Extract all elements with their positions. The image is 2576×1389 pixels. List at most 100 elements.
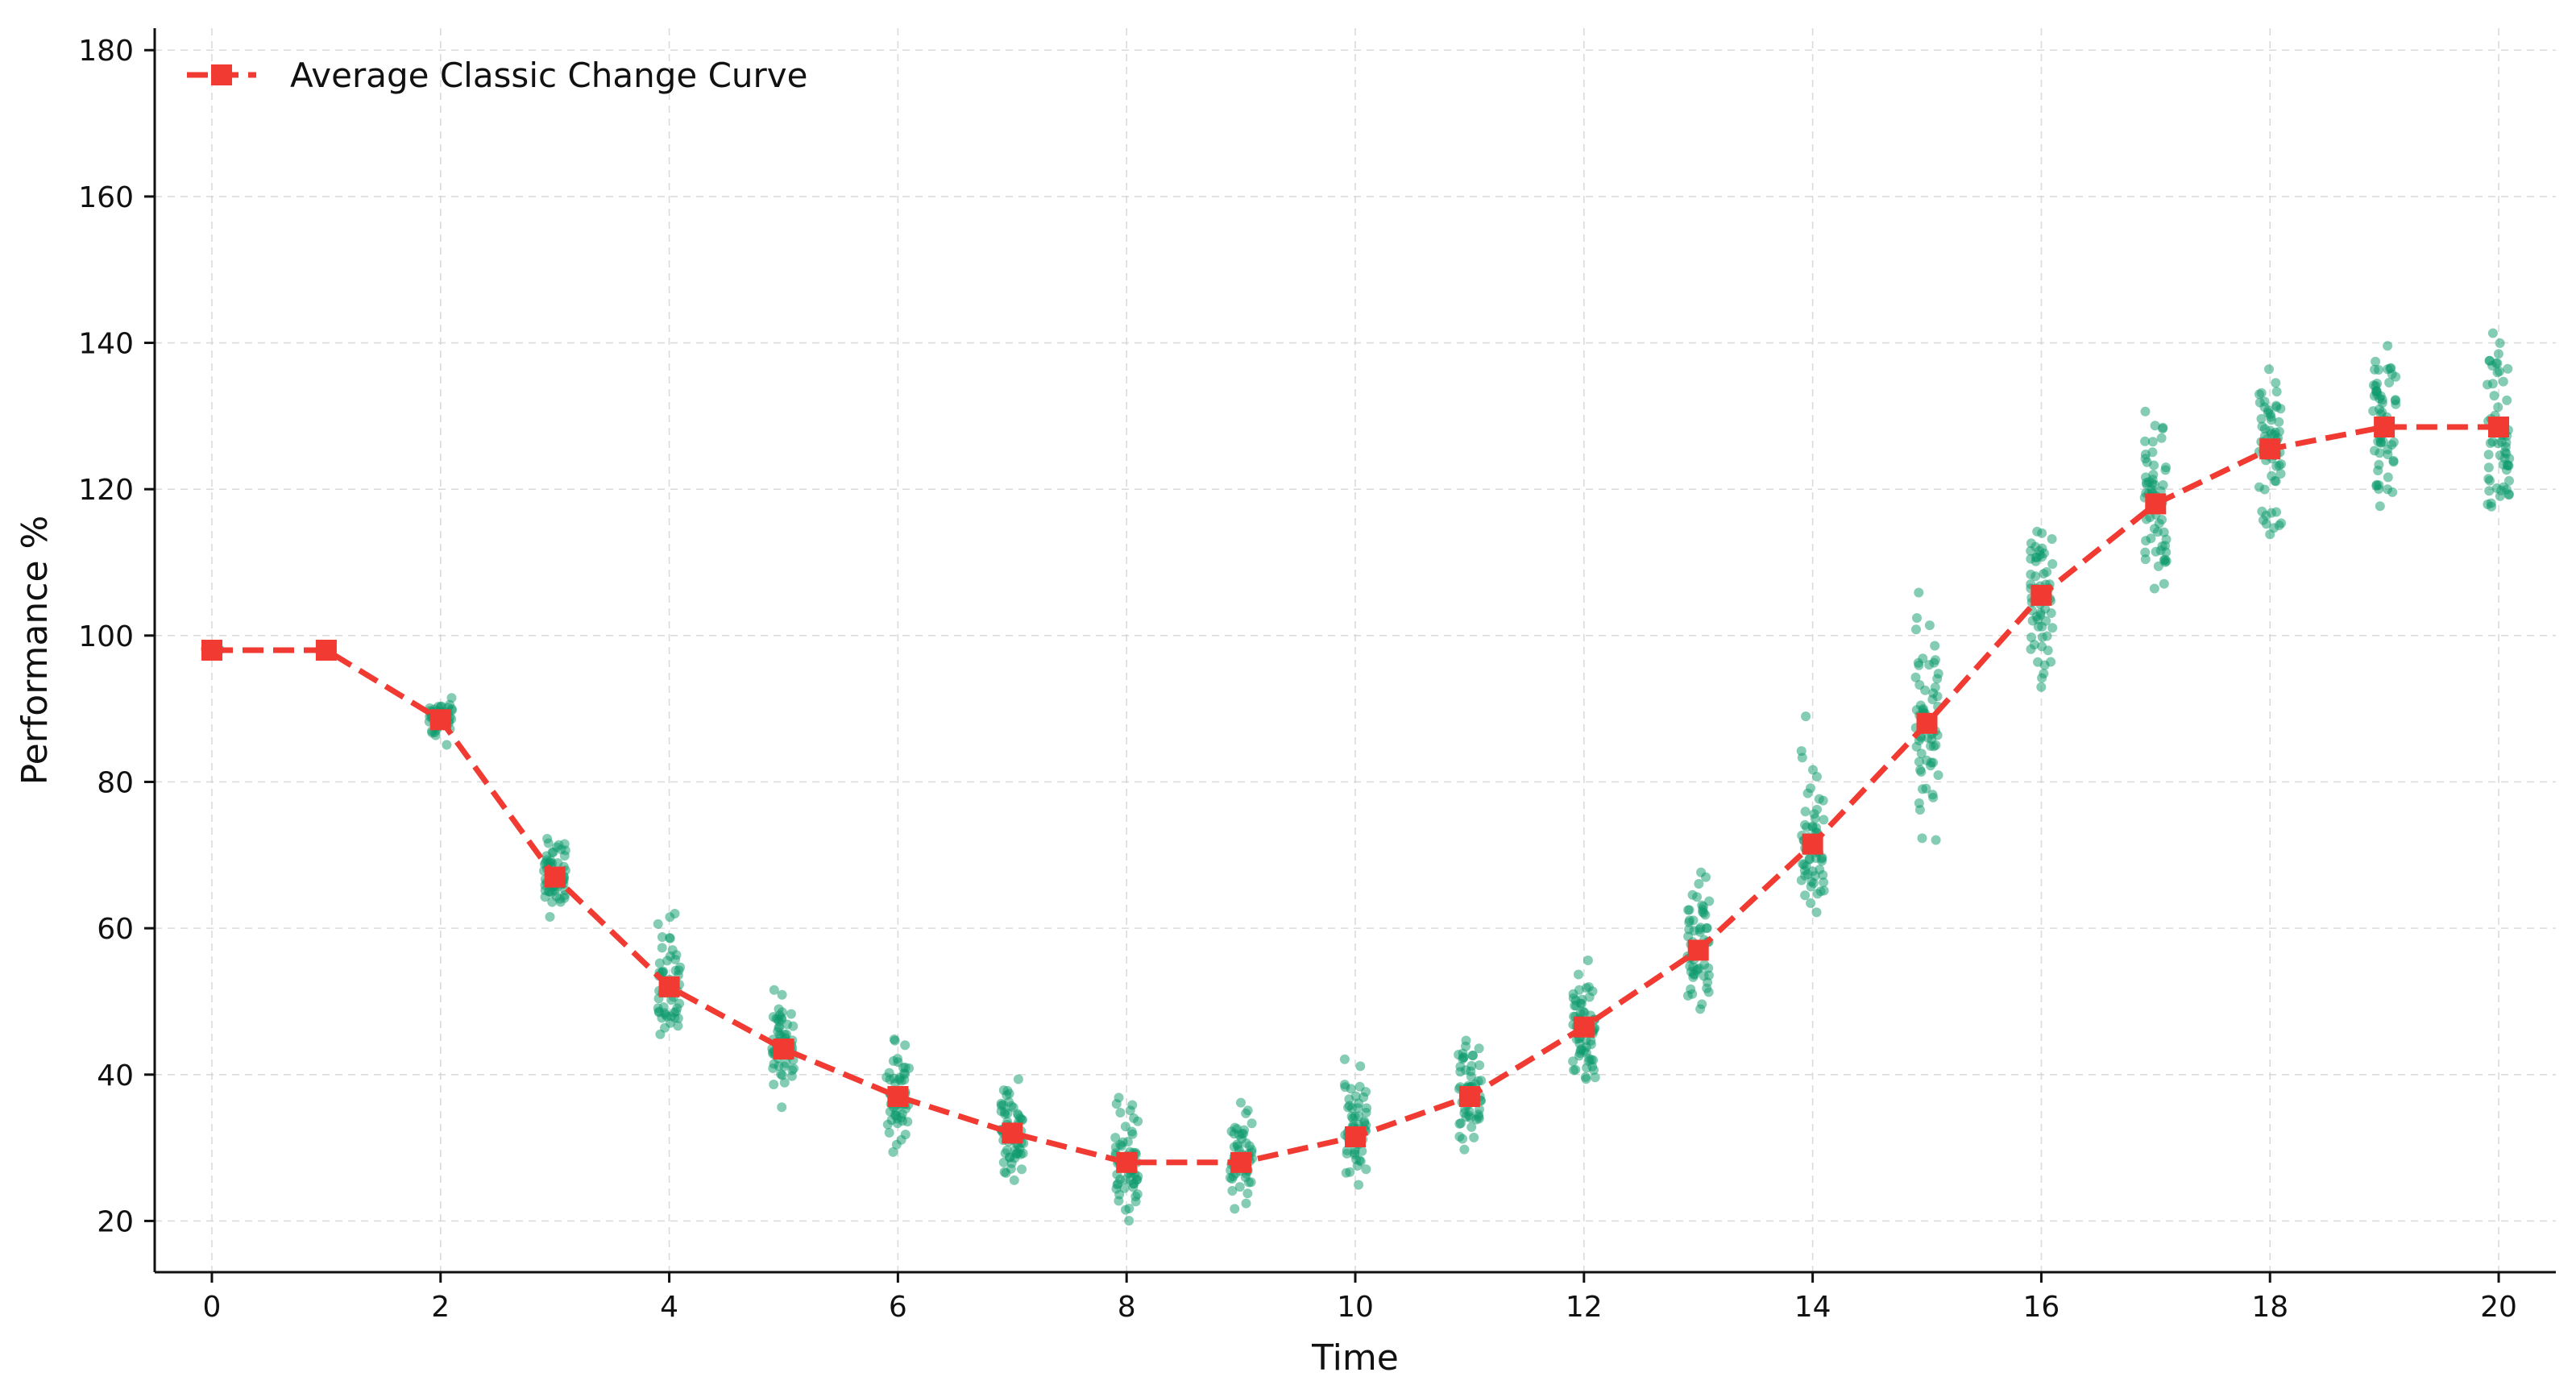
scatter-point [2391,371,2401,382]
average-curve-marker [1002,1122,1023,1144]
scatter-point [2147,447,2158,458]
scatter-point [888,1146,898,1157]
scatter-point [2370,364,2380,375]
scatter-point [2375,448,2385,458]
average-curve-marker [887,1086,909,1107]
scatter-point [890,1078,900,1088]
scatter-point [1800,806,1811,817]
scatter-point [1694,879,1704,889]
scatter-point [2147,437,2158,447]
scatter-point [1584,1056,1595,1067]
scatter-point [782,1029,791,1039]
scatter-point [2140,406,2151,417]
scatter-point [1461,1041,1471,1051]
average-curve-marker [1458,1086,1480,1107]
scatter-point [1697,900,1707,910]
scatter-point [2385,363,2396,374]
scatter-point [996,1098,1006,1109]
scatter-point [1799,865,1810,876]
x-tick-label: 4 [660,1291,678,1324]
scatter-point [779,1077,790,1088]
average-curve-marker [1573,1016,1595,1038]
scatter-point [2158,480,2168,490]
scatter-point [2036,682,2047,692]
average-curve-marker [2259,438,2281,460]
scatter-point [2258,515,2268,525]
scatter-point [2384,377,2395,388]
scatter-point [1922,755,1932,765]
scatter-point [777,1102,787,1113]
legend: Average Classic Change Curve [187,56,808,95]
scatter-point [1808,765,1818,775]
scatter-point [892,1054,902,1064]
scatter-point [1354,1180,1364,1190]
scatter-point [2026,538,2036,549]
scatter-point [1819,877,1829,888]
scatter-point [2259,424,2270,434]
scatter-point [1461,1112,1471,1122]
scatter-point [2267,471,2277,481]
scatter-point [1346,1111,1357,1122]
scatter-point [1004,1152,1014,1163]
scatter-point [1115,1174,1126,1184]
scatter-point [542,834,553,844]
scatter-point [1001,1167,1011,1178]
scatter-point [436,701,446,711]
x-tick-label: 14 [1794,1291,1831,1324]
scatter-point [2375,501,2385,512]
scatter-point [2485,438,2495,448]
scatter-point [653,918,663,929]
scatter-point [1581,983,1591,993]
scatter-point [1000,1109,1010,1119]
scatter-point [2158,422,2168,433]
scatter-point [673,1013,683,1023]
scatter-point [2489,391,2499,401]
scatter-point [2039,660,2050,670]
scatter-point [1697,999,1707,1010]
scatter-point [1800,890,1811,901]
scatter-point [1796,746,1807,757]
scatter-point [2383,450,2393,460]
scatter-point [1695,927,1705,937]
scatter-point [777,1014,787,1025]
scatter-point [2029,640,2039,650]
scatter-point [2037,621,2047,632]
scatter-point [1241,1198,1251,1209]
scatter-point [2371,356,2381,367]
scatter-point [1816,853,1827,864]
scatter-point [674,998,685,1009]
scatter-point [2371,481,2382,491]
scatter-point [1342,1148,1352,1159]
scatter-point [2498,376,2508,387]
scatter-point [1124,1216,1135,1226]
scatter-point [1918,653,1928,664]
scatter-point [2484,486,2495,496]
scatter-point [1008,1102,1018,1113]
scatter-point [774,1004,784,1014]
scatter-point [2493,402,2503,413]
legend-label: Average Classic Change Curve [290,56,808,95]
axes: 0 2 4 6 8 10 12 14 16 18 20 20 40 60 80 100 120 140 160 180 [78,28,2556,1324]
scatter-point [1924,620,1935,631]
scatter-point [1691,965,1702,976]
scatter-point [1683,905,1694,915]
scatter-point [2493,349,2503,359]
scatter-point [661,1010,670,1020]
scatter-point [779,1061,790,1072]
scatter-point [2144,477,2154,487]
scatter-point [2274,426,2284,437]
scatter-point [671,950,682,960]
scatter-point [1910,672,1921,682]
scatter-point [2037,543,2047,554]
scatter-point [1819,815,1829,825]
scatter-point [1111,1184,1122,1194]
scatter-point [2383,472,2393,483]
scatter-point [2140,554,2151,565]
legend-marker-sample [211,64,232,85]
scatter-point [1111,1099,1122,1109]
y-tick-label: 40 [97,1059,134,1093]
scatter-point [1911,705,1922,715]
scatter-point [2274,417,2284,427]
scatter-point [786,1009,796,1019]
scatter-point [673,1021,683,1031]
